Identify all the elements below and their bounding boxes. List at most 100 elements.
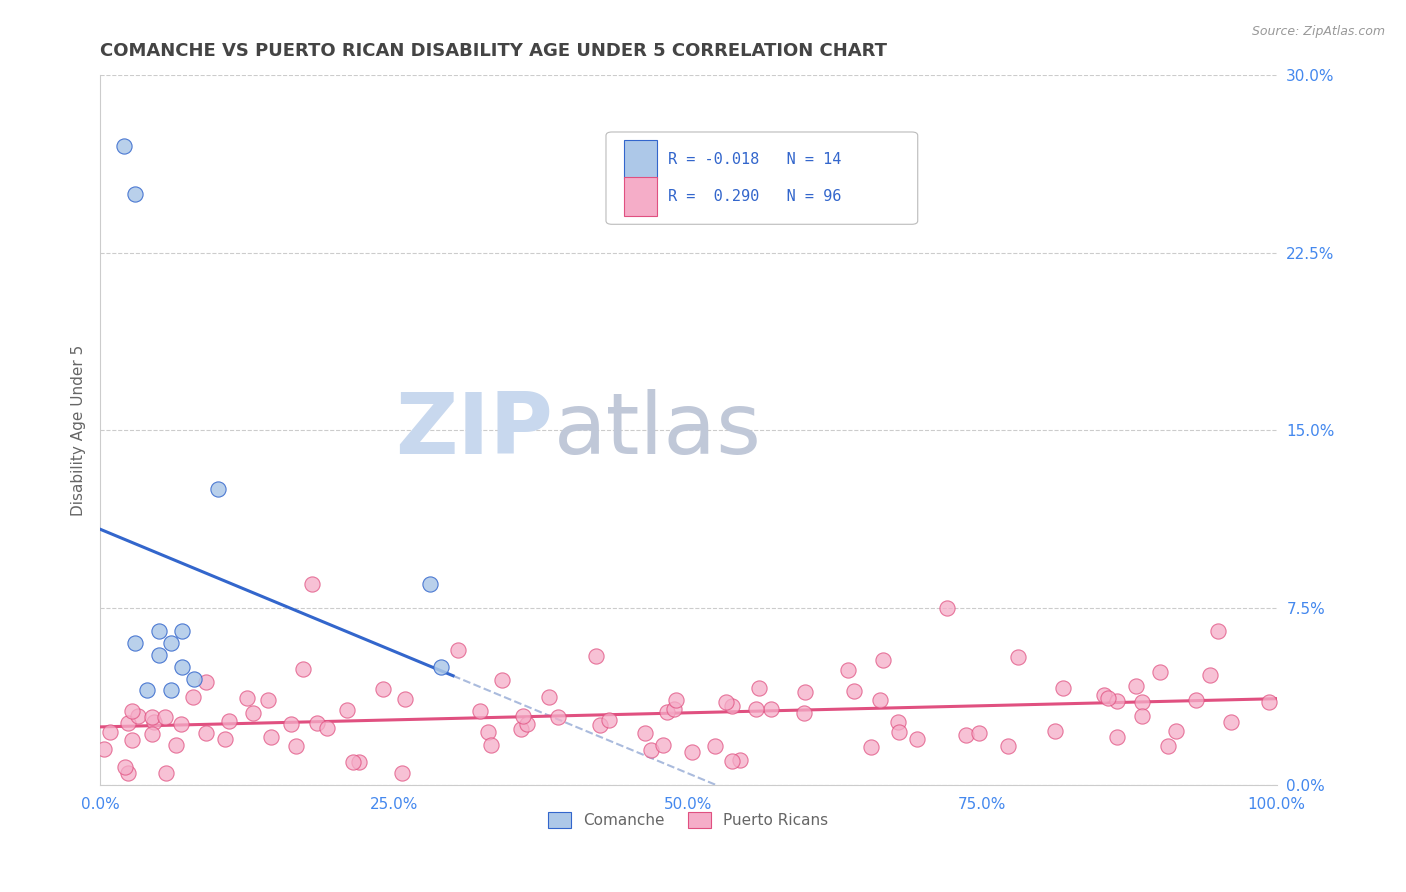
Point: [141, 727, 163, 741]
Point: [114, 760, 136, 774]
Point: [159, 636, 181, 650]
Point: [657, 705, 679, 719]
Point: [721, 755, 744, 769]
Point: [640, 743, 662, 757]
Point: [172, 624, 194, 639]
Point: [112, 139, 135, 153]
Point: [538, 690, 561, 705]
Point: [121, 733, 143, 747]
Point: [491, 673, 513, 687]
Point: [664, 702, 686, 716]
Point: [967, 726, 990, 740]
Point: [301, 577, 323, 591]
Point: [207, 483, 229, 497]
Point: [127, 709, 149, 723]
Point: [1043, 723, 1066, 738]
Point: [165, 738, 187, 752]
Point: [142, 715, 165, 730]
Point: [257, 693, 280, 707]
Point: [509, 722, 531, 736]
FancyBboxPatch shape: [624, 140, 657, 179]
Point: [681, 745, 703, 759]
Point: [172, 660, 194, 674]
Point: [665, 693, 688, 707]
Point: [860, 740, 883, 755]
Point: [1130, 709, 1153, 723]
Point: [512, 709, 534, 723]
Point: [292, 662, 315, 676]
Point: [598, 713, 620, 727]
Point: [869, 693, 891, 707]
Text: R = -0.018   N = 14: R = -0.018 N = 14: [668, 152, 842, 167]
Point: [159, 683, 181, 698]
Legend: Comanche, Puerto Ricans: Comanche, Puerto Ricans: [543, 806, 834, 834]
Point: [117, 715, 139, 730]
Point: [236, 690, 259, 705]
Point: [889, 725, 911, 739]
Point: [194, 725, 217, 739]
Point: [117, 766, 139, 780]
Point: [516, 716, 538, 731]
Point: [242, 706, 264, 721]
Point: [748, 681, 770, 695]
Point: [447, 643, 470, 657]
Y-axis label: Disability Age Under 5: Disability Age Under 5: [72, 344, 86, 516]
FancyBboxPatch shape: [624, 178, 657, 217]
Point: [842, 683, 865, 698]
Point: [1164, 723, 1187, 738]
Point: [887, 715, 910, 730]
Point: [1052, 681, 1074, 695]
Point: [181, 690, 204, 704]
Point: [121, 704, 143, 718]
Point: [794, 685, 817, 699]
Point: [955, 728, 977, 742]
Point: [93, 741, 115, 756]
Point: [1092, 688, 1115, 702]
Point: [872, 653, 894, 667]
Point: [761, 701, 783, 715]
Point: [260, 731, 283, 745]
Point: [195, 675, 218, 690]
Point: [391, 766, 413, 780]
Point: [430, 660, 453, 674]
Point: [214, 731, 236, 746]
Point: [183, 672, 205, 686]
Point: [155, 766, 177, 780]
Point: [652, 738, 675, 752]
Point: [124, 186, 146, 201]
Text: R =  0.290   N = 96: R = 0.290 N = 96: [668, 189, 842, 204]
FancyBboxPatch shape: [606, 132, 918, 224]
Point: [1257, 695, 1279, 709]
Point: [1107, 694, 1129, 708]
Point: [153, 710, 176, 724]
Point: [218, 714, 240, 729]
Point: [336, 704, 359, 718]
Point: [837, 663, 859, 677]
Point: [1149, 665, 1171, 679]
Point: [1125, 679, 1147, 693]
Point: [1130, 695, 1153, 709]
Point: [479, 739, 502, 753]
Point: [634, 726, 657, 740]
Point: [284, 739, 307, 753]
Point: [394, 691, 416, 706]
Point: [280, 716, 302, 731]
Point: [905, 731, 928, 746]
Point: [315, 721, 337, 735]
Text: COMANCHE VS PUERTO RICAN DISABILITY AGE UNDER 5 CORRELATION CHART: COMANCHE VS PUERTO RICAN DISABILITY AGE …: [100, 42, 887, 60]
Point: [730, 753, 752, 767]
Point: [793, 706, 815, 720]
Point: [1097, 691, 1119, 706]
Text: ZIP: ZIP: [395, 389, 553, 472]
Point: [585, 648, 607, 663]
Point: [141, 709, 163, 723]
Point: [347, 755, 370, 769]
Point: [136, 683, 159, 698]
Point: [124, 636, 146, 650]
Point: [342, 755, 364, 769]
Point: [547, 710, 569, 724]
Text: atlas: atlas: [554, 389, 762, 472]
Point: [1107, 731, 1129, 745]
Point: [418, 577, 440, 591]
Text: Source: ZipAtlas.com: Source: ZipAtlas.com: [1251, 25, 1385, 38]
